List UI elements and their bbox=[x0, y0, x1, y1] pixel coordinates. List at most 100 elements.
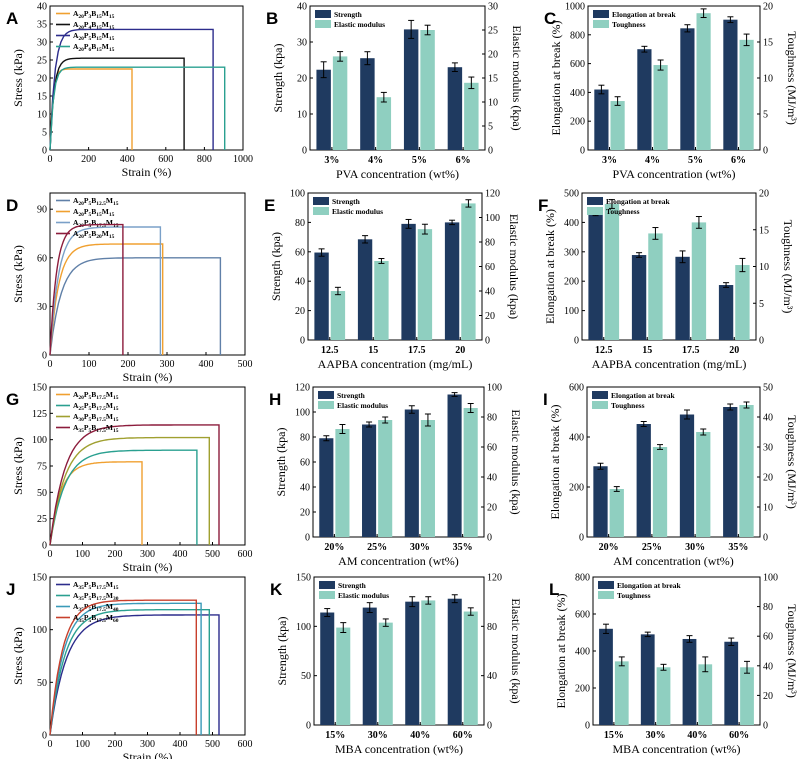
x-tick-label: 100 bbox=[82, 359, 97, 370]
x-tick-label: 20% bbox=[324, 542, 344, 553]
bar-1-series-2 bbox=[336, 627, 351, 725]
legend-label: A20P5B15M15 bbox=[73, 31, 115, 42]
legend-label: Toughness bbox=[612, 20, 646, 29]
bar-3-series-1 bbox=[675, 256, 690, 340]
y-axis-label: Elongation at break (%) bbox=[554, 594, 568, 709]
bar-1-series-1 bbox=[599, 628, 613, 725]
x-tick-label: 15% bbox=[604, 730, 624, 741]
y2-tick-label: 10 bbox=[759, 262, 769, 273]
legend-letter: A bbox=[73, 390, 79, 399]
x-tick-label: 30% bbox=[410, 542, 430, 553]
legend-label: A35P5B17.5M15 bbox=[73, 423, 119, 434]
y-tick-label: 100 bbox=[32, 625, 47, 636]
panel-B: B 0 10 20 30 40 0 5 10 15 20 25 30 Strength (kpa) Elas… bbox=[266, 2, 524, 182]
legend-subscript: 30 bbox=[78, 417, 84, 423]
y-tick-label: 0 bbox=[580, 146, 585, 157]
legend-letter: B bbox=[91, 20, 96, 29]
legend-subscript: 5 bbox=[89, 417, 92, 423]
panel-L: L 0 200 400 600 800 0 20 40 60 80 100 Elongation at … bbox=[549, 573, 799, 757]
legend-letter: B bbox=[91, 390, 96, 399]
legend-subscript: 17.5 bbox=[96, 618, 106, 624]
legend-letter: M bbox=[102, 207, 109, 216]
panel-label: E bbox=[264, 196, 275, 215]
stress-curve-2 bbox=[49, 57, 185, 151]
legend-subscript: 20 bbox=[96, 234, 102, 240]
y-tick-label: 80 bbox=[300, 433, 310, 444]
y2-tick-label: 60 bbox=[485, 262, 495, 273]
bar-2-series-1 bbox=[631, 255, 647, 340]
legend-subscript: 15 bbox=[109, 234, 115, 240]
y2-tick-label: 20 bbox=[488, 50, 498, 61]
y2-tick-label: 0 bbox=[485, 336, 490, 347]
bar-4-series-1 bbox=[724, 641, 739, 725]
y2-axis-label: Elastic modulus (kpa) bbox=[510, 25, 524, 130]
legend-letter: P bbox=[84, 207, 89, 216]
legend-subscript: 15 bbox=[96, 14, 102, 20]
y-axis-label: Stress (kPa) bbox=[11, 49, 25, 107]
y2-tick-label: 20 bbox=[763, 691, 773, 702]
bar-3-series-2 bbox=[691, 222, 707, 340]
x-tick-label: 12.5 bbox=[321, 345, 339, 356]
bar-4-series-1 bbox=[447, 598, 462, 725]
y2-tick-label: 15 bbox=[759, 225, 769, 236]
legend-letter: A bbox=[73, 9, 79, 18]
panel-C: C 0 200 400 600 800 1000 0 5 10 15 20 Elongation at … bbox=[544, 2, 799, 182]
y-tick-label: 20 bbox=[37, 74, 47, 85]
legend-letter: M bbox=[106, 423, 113, 432]
panel-label: K bbox=[270, 580, 283, 599]
legend-subscript: 20 bbox=[78, 201, 84, 207]
y2-tick-label: 25 bbox=[488, 26, 498, 37]
legend-letter: B bbox=[91, 591, 96, 600]
y2-tick-label: 60 bbox=[763, 632, 773, 643]
legend-subscript: 20 bbox=[78, 14, 84, 20]
panel-F: F 0 100 200 300 400 500 0 5 10 15 20 Elongation at b… bbox=[538, 189, 795, 372]
legend-subscript: 15 bbox=[113, 406, 119, 412]
legend-subscript: 20 bbox=[78, 234, 84, 240]
stress-curve-3 bbox=[49, 436, 210, 546]
panel-label: I bbox=[543, 390, 548, 409]
legend-swatch bbox=[318, 391, 334, 399]
y-tick-label: 800 bbox=[575, 573, 590, 584]
stress-curve-4 bbox=[49, 223, 124, 356]
x-tick-label: 200 bbox=[121, 359, 136, 370]
y2-tick-label: 80 bbox=[487, 622, 497, 633]
legend-letter: M bbox=[106, 591, 113, 600]
bar-1-series-1 bbox=[314, 252, 329, 340]
y-tick-label: 100 bbox=[564, 306, 579, 317]
y-tick-label: 0 bbox=[585, 721, 590, 732]
y-tick-label: 600 bbox=[575, 610, 590, 621]
legend-subscript: 4 bbox=[89, 25, 92, 31]
legend-letter: M bbox=[106, 401, 113, 410]
legend-subscript: 5 bbox=[89, 596, 92, 602]
y-tick-label: 30 bbox=[37, 38, 47, 49]
legend-letter: B bbox=[91, 423, 96, 432]
y2-tick-label: 40 bbox=[487, 671, 497, 682]
x-tick-label: 300 bbox=[160, 359, 175, 370]
y2-tick-label: 80 bbox=[763, 602, 773, 613]
legend-letter: A bbox=[73, 412, 79, 421]
panel-H: H 0 20 40 60 80 100 120 0 20 40 60 80 100 Strength (kp… bbox=[269, 383, 523, 569]
stress-curve-1 bbox=[49, 257, 222, 356]
x-tick-label: 12.5 bbox=[595, 345, 613, 356]
y-tick-label: 50 bbox=[37, 488, 47, 499]
y2-tick-label: 10 bbox=[763, 74, 773, 85]
x-tick-label: 300 bbox=[140, 549, 155, 560]
y2-tick-label: 0 bbox=[763, 146, 768, 157]
panel-A: A0 200 400 600 800 10000510152025303540Strain… bbox=[6, 2, 253, 180]
x-axis-label: Strain (%) bbox=[123, 750, 173, 759]
stress-curve-4 bbox=[49, 424, 220, 546]
legend-letter: A bbox=[73, 229, 79, 238]
bar-2-series-2 bbox=[374, 260, 389, 340]
bar-3-series-2 bbox=[698, 664, 713, 725]
y-tick-label: 150 bbox=[32, 573, 47, 584]
legend-subscript: 5 bbox=[89, 234, 92, 240]
legend-letter: P bbox=[84, 412, 89, 421]
bar-1-series-1 bbox=[316, 69, 331, 150]
legend-subscript: 17.5 bbox=[96, 428, 106, 434]
legend-letter: B bbox=[91, 602, 96, 611]
bar-3-series-2 bbox=[420, 30, 435, 150]
bar-2-series-1 bbox=[637, 49, 652, 151]
x-tick-label: 5% bbox=[688, 155, 703, 166]
y-tick-label: 600 bbox=[570, 59, 585, 70]
legend-letter: M bbox=[106, 580, 113, 589]
